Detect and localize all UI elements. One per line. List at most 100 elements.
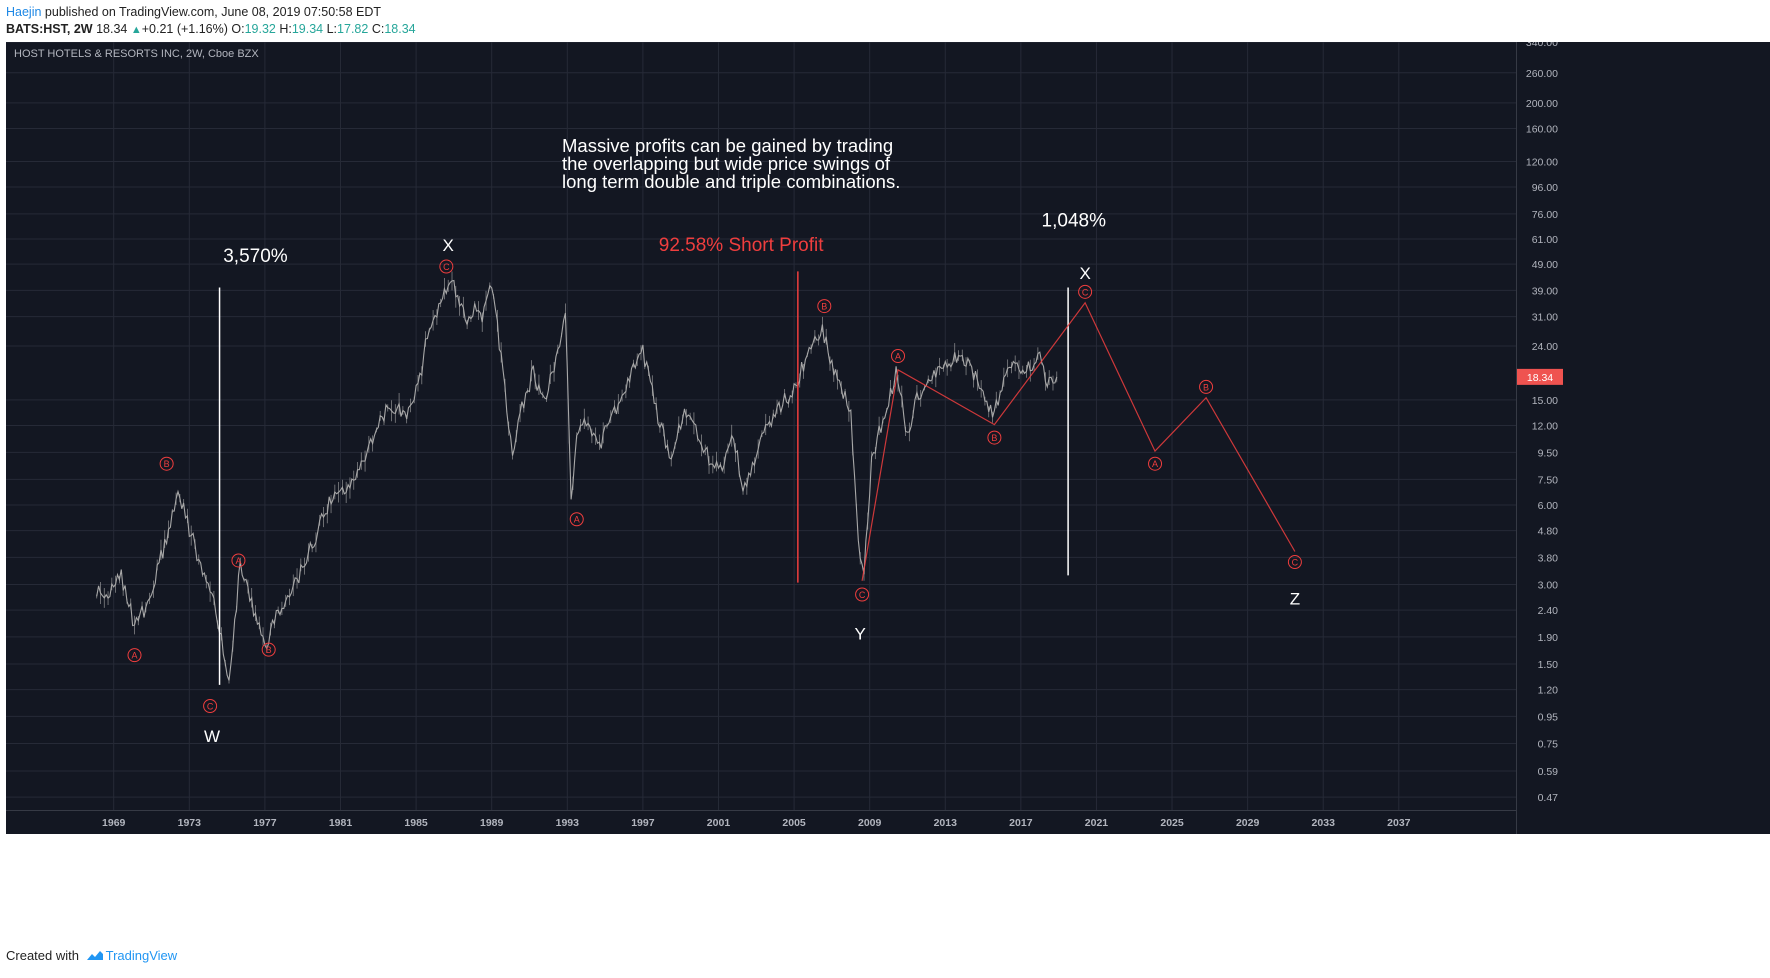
wave-marker-label: A — [1152, 459, 1158, 469]
annotation-text-line: Massive profits can be gained by trading — [562, 135, 893, 156]
x-tick-label: 1973 — [178, 817, 202, 829]
y-tick-label: 24.00 — [1532, 341, 1558, 353]
wave-marker-label: C — [1082, 287, 1089, 297]
wave-marker-circle — [1199, 379, 1214, 394]
x-tick-label: 2009 — [858, 817, 882, 829]
y-tick-label: 7.50 — [1538, 474, 1559, 486]
y-tick-label: 4.80 — [1538, 526, 1559, 538]
x-tick-label: 2029 — [1236, 817, 1260, 829]
ohlc-line: BATS:HST, 2W 18.34 ▲+0.21 (+1.16%) O:19.… — [6, 22, 416, 36]
wave-marker-label: B — [266, 645, 272, 655]
y-tick-label: 1.90 — [1538, 632, 1559, 644]
annotation-label: W — [204, 727, 220, 746]
y-tick-label: 1.50 — [1538, 659, 1559, 671]
wave-marker-circle — [987, 430, 1002, 445]
annotation-label: X — [443, 236, 454, 255]
y-tick-label: 0.95 — [1538, 711, 1559, 723]
x-tick-label: 2033 — [1312, 817, 1336, 829]
annotation-label: Z — [1290, 590, 1300, 609]
wave-marker-circle — [159, 456, 174, 471]
tradingview-logo-icon — [86, 951, 103, 960]
annotation-text-line: the overlapping but wide price swings of — [562, 153, 891, 174]
wave-marker-circle — [1148, 456, 1163, 471]
price-chart[interactable]: 340.00 260.00 200.00 160.00 120.00 96.00 76.00… — [6, 37, 1770, 940]
wave-marker-label: C — [207, 702, 214, 712]
last-price-label: 18.34 — [1527, 372, 1553, 384]
y-tick-label: 61.00 — [1532, 234, 1558, 246]
wave-marker-label: A — [235, 556, 241, 566]
open-label: O: — [231, 22, 245, 36]
y-tick-label: 96.00 — [1532, 182, 1558, 194]
wave-marker-label: B — [1203, 382, 1209, 392]
x-tick-label: 1989 — [480, 817, 504, 829]
x-tick-label: 2001 — [707, 817, 731, 829]
y-tick-label: 120.00 — [1526, 156, 1558, 168]
wave-marker-label: A — [132, 651, 138, 661]
x-tick-label: 2013 — [934, 817, 958, 829]
wave-marker-circle — [127, 648, 142, 663]
low-value: 17.82 — [337, 22, 369, 36]
wave-marker-circle — [817, 299, 832, 314]
y-tick-label: 0.75 — [1538, 739, 1559, 751]
annotation-label: 92.58% Short Profit — [659, 235, 824, 256]
x-tick-label: 2017 — [1009, 817, 1033, 829]
x-tick-label: 1997 — [631, 817, 655, 829]
y-tick-label: 31.00 — [1532, 312, 1558, 324]
y-tick-label: 0.47 — [1538, 792, 1559, 804]
y-tick-label: 12.00 — [1532, 421, 1558, 433]
last-price-tag — [1517, 368, 1563, 385]
x-tick-label: 2025 — [1160, 817, 1184, 829]
x-tick-label: 1977 — [253, 817, 277, 829]
chart-title: HOST HOTELS & RESORTS INC, 2W, Cboe BZX — [14, 48, 259, 60]
wave-marker-label: A — [895, 352, 901, 362]
y-tick-label: 3.80 — [1538, 552, 1559, 564]
y-tick-label: 340.00 — [1526, 42, 1558, 49]
x-tick-label: 1993 — [556, 817, 580, 829]
annotation-label: X — [1079, 264, 1090, 283]
wave-marker-circle — [1287, 555, 1302, 570]
wave-marker-circle — [203, 699, 218, 714]
y-tick-label: 9.50 — [1538, 447, 1559, 459]
y-tick-label: 160.00 — [1526, 123, 1558, 135]
close-label: C: — [371, 22, 385, 36]
author-link[interactable]: Haejin — [6, 5, 42, 19]
wave-marker-label: C — [443, 262, 450, 272]
high-value: 19.34 — [291, 22, 324, 36]
annotation-label: 1,048% — [1042, 211, 1107, 232]
y-tick-label: 200.00 — [1526, 98, 1558, 110]
wave-marker-circle — [1078, 284, 1093, 299]
below-chart-area — [6, 834, 1770, 940]
low-label: L: — [326, 22, 338, 36]
open-value: 19.32 — [244, 22, 276, 36]
x-tick-label: 1985 — [404, 817, 428, 829]
annotation-text-line: long term double and triple combinations… — [562, 171, 900, 192]
chart-background — [6, 42, 1770, 834]
y-tick-label: 0.59 — [1538, 766, 1559, 778]
wave-marker-label: B — [821, 302, 827, 312]
wave-projection-path — [861, 301, 1296, 581]
wave-marker-circle — [855, 587, 870, 602]
wave-marker-circle — [569, 512, 584, 527]
y-tick-label: 49.00 — [1532, 259, 1558, 271]
footer: Created with TradingView — [6, 948, 177, 963]
wave-marker-label: C — [859, 590, 866, 600]
chart-area[interactable]: 340.00 260.00 200.00 160.00 120.00 96.00 76.00… — [6, 37, 1770, 940]
wave-marker-circle — [231, 553, 246, 568]
y-tick-label: 1.20 — [1538, 685, 1559, 697]
x-tick-label: 1969 — [102, 817, 126, 829]
tradingview-link[interactable]: TradingView — [105, 948, 178, 963]
wave-marker-label: B — [991, 433, 997, 443]
wave-marker-circle — [891, 349, 906, 364]
symbol-label[interactable]: BATS:HST, 2W — [6, 22, 93, 36]
y-tick-label: 76.00 — [1532, 209, 1558, 221]
x-tick-label: 2037 — [1387, 817, 1411, 829]
x-tick-label: 2005 — [782, 817, 806, 829]
annotation-label: Y — [855, 624, 866, 643]
y-tick-label: 15.00 — [1532, 395, 1558, 407]
x-tick-label: 1981 — [329, 817, 353, 829]
y-tick-label: 2.40 — [1538, 605, 1559, 617]
up-arrow-icon: ▲ — [130, 24, 142, 36]
annotation-label: 3,570% — [223, 246, 288, 267]
price-series-line — [96, 279, 1058, 681]
created-with-label: Created with — [6, 948, 79, 963]
